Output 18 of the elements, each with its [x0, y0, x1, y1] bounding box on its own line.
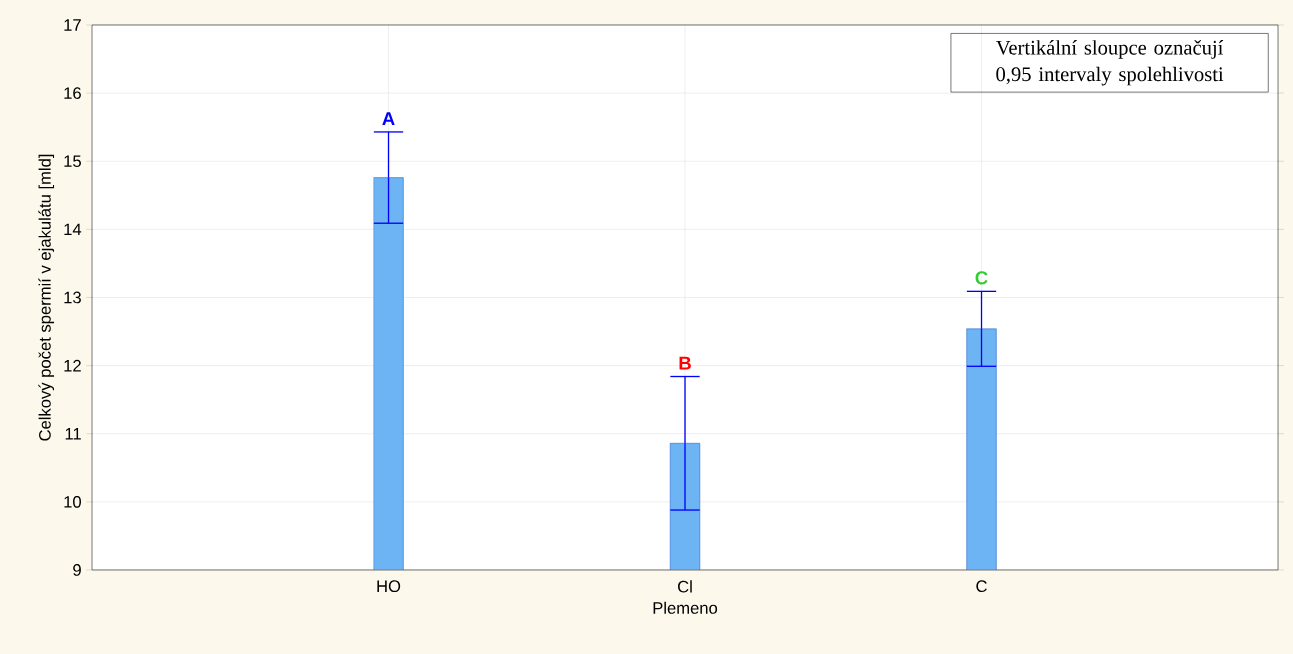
- y-tick-label: 17: [64, 19, 81, 31]
- x-axis-title: Plemeno: [653, 601, 718, 614]
- y-tick-label: 16: [64, 87, 81, 99]
- x-tick-label: C: [976, 580, 987, 593]
- y-tick-label: 10: [64, 495, 81, 508]
- x-tick-label: HO: [377, 580, 401, 593]
- y-tick-label: 12: [64, 359, 81, 372]
- annotation: B: [679, 356, 691, 370]
- y-tick-label: 14: [64, 223, 82, 236]
- annotation: A: [382, 112, 395, 126]
- y-tick-label: 9: [73, 564, 81, 576]
- y-axis-title: Celkový počet spermií v ejakulátu [mld]: [38, 154, 55, 441]
- y-tick-label: 15: [64, 155, 81, 168]
- y-tick-label: 11: [65, 428, 81, 440]
- annotation: Vertikální sloupce označují 0,95 intervaly spolehlivosti: [996, 40, 1224, 86]
- annotation: C: [975, 271, 988, 285]
- y-tick-label: 13: [64, 291, 81, 304]
- x-tick-label: Cl: [678, 580, 692, 593]
